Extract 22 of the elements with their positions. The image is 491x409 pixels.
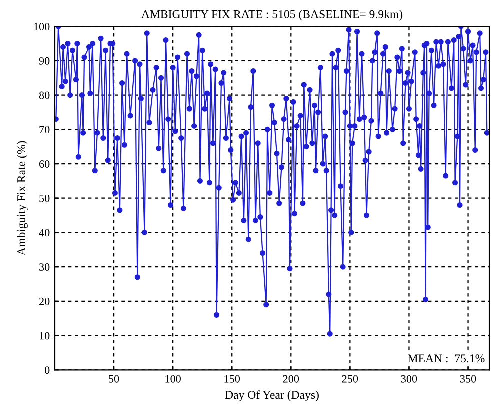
x-tick-label: 50 xyxy=(109,375,120,383)
x-tick-label: 200 xyxy=(283,375,300,383)
x-tick-label: 150 xyxy=(224,375,240,383)
y-tick-label: 60 xyxy=(39,160,50,168)
y-tick-label: 10 xyxy=(40,332,50,340)
y-axis-title: Ambiguity Fix Rate (%) xyxy=(17,141,28,256)
x-tick-label: 100 xyxy=(166,375,181,383)
x-tick-label: 350 xyxy=(460,375,476,383)
y-tick-label: 80 xyxy=(39,92,50,100)
y-tick-label: 100 xyxy=(34,23,50,31)
y-tick-label: 50 xyxy=(40,194,50,202)
y-tick-label: 70 xyxy=(40,126,50,134)
y-tick-label: 40 xyxy=(39,229,50,237)
x-tick-label: 250 xyxy=(342,375,358,383)
chart-title: AMBIGUITY FIX RATE : 5105 (BASELINE= 9.9km) xyxy=(142,10,403,21)
x-axis-title: Day Of Year (Days) xyxy=(225,390,319,402)
y-tick-label: 90 xyxy=(39,57,50,65)
y-tick-label: 0 xyxy=(45,366,50,374)
x-tick-label: 300 xyxy=(401,375,418,383)
annotation: MEAN : 75.1% xyxy=(408,354,485,363)
y-tick-label: 30 xyxy=(40,264,50,272)
y-tick-label: 20 xyxy=(40,298,50,306)
